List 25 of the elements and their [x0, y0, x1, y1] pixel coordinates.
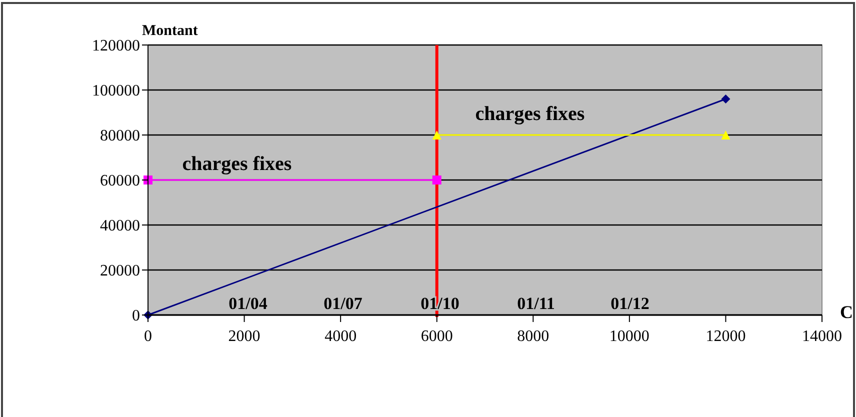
x-tick-label: 12000	[706, 328, 746, 345]
annotation: charges fixes	[475, 103, 585, 125]
x-tick-label: 2000	[228, 328, 260, 345]
y-axis-title: Montant	[142, 23, 198, 39]
annotation: charges fixes	[182, 153, 292, 175]
point	[432, 176, 442, 184]
y-tick-label: 40000	[100, 218, 140, 235]
x-tick-label: 8000	[517, 328, 550, 345]
x-tick-label: 6000	[420, 328, 453, 345]
annotation: 01/12	[610, 294, 650, 313]
y-tick-label: 80000	[100, 128, 140, 145]
y-tick-label: 120000	[92, 38, 140, 55]
y-tick-label: 100000	[92, 82, 140, 100]
x-tick-label: 0	[144, 328, 152, 345]
x-tick-label: 4000	[324, 328, 357, 345]
x-tick-label: 10000	[609, 328, 650, 345]
y-tick-label: 0	[132, 308, 140, 325]
x-axis-title: C	[840, 302, 853, 322]
x-tick-label: 14000	[802, 328, 842, 345]
annotation: 01/07	[324, 294, 363, 313]
annotation: 01/04	[228, 294, 268, 313]
point	[721, 94, 730, 104]
annotation: 01/11	[517, 294, 555, 313]
y-tick-label: 60000	[100, 172, 140, 190]
y-tick-label: 20000	[100, 262, 140, 280]
